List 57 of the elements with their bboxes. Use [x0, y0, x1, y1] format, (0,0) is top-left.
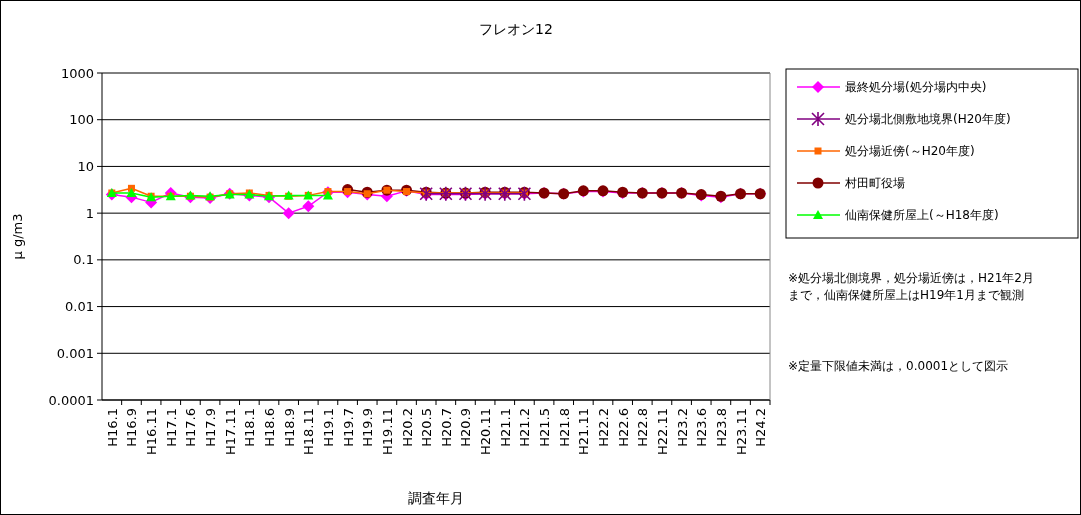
y-axis-title: μ g/m3 [10, 213, 25, 260]
x-tick-label: H20.7 [438, 408, 454, 447]
x-tick-label: H16.9 [124, 408, 140, 447]
x-tick-label: H17.1 [163, 408, 179, 447]
x-tick-label: H19.1 [320, 408, 336, 447]
x-tick-label: H16.11 [144, 408, 160, 455]
legend-label: 村田町役場 [844, 176, 905, 191]
x-axis-title: 調査年月 [408, 490, 464, 506]
x-tick-label: H24.2 [753, 408, 769, 447]
x-tick-label: H20.2 [399, 408, 415, 447]
y-tick-label: 0.1 [73, 252, 94, 268]
y-tick-label: 100 [69, 112, 94, 128]
y-tick-label: 0.001 [56, 345, 94, 361]
y-tick-label: 1 [85, 205, 94, 221]
x-tick-label: H20.11 [478, 408, 494, 455]
x-tick-label: H21.11 [576, 408, 592, 455]
x-tick-label: H19.7 [340, 408, 356, 447]
x-tick-label: H19.11 [379, 408, 395, 455]
y-tick-label: 0.0001 [48, 392, 94, 408]
y-tick-label: 10 [77, 158, 94, 174]
legend-label: 処分場近傍(～H20年度) [845, 144, 975, 159]
x-tick-label: H21.1 [497, 408, 513, 447]
x-tick-label: H20.5 [419, 408, 435, 447]
legend-label: 仙南保健所屋上(～H18年度) [845, 208, 999, 223]
x-tick-label: H18.11 [301, 408, 317, 455]
x-tick-label: H21.5 [537, 408, 553, 447]
text: ※定量下限値未満は，0.0001として図示 [788, 359, 1009, 373]
point [282, 207, 295, 220]
x-tick-label: H17.11 [222, 408, 238, 455]
point [126, 187, 137, 197]
x-tick-label: H22.8 [635, 408, 651, 447]
x-tick-label: H19.9 [360, 408, 376, 447]
x-tick-label: H22.6 [615, 408, 631, 447]
x-tick-label: H21.8 [556, 408, 572, 447]
x-tick-label: H22.2 [596, 408, 611, 447]
legend-label: 最終処分場(処分場内中央) [845, 80, 987, 95]
x-tick-label: H18.9 [281, 408, 297, 447]
x-tick-label: H23.11 [733, 408, 749, 455]
x-tick-label: H17.6 [183, 408, 199, 447]
point [403, 188, 411, 196]
point [302, 200, 315, 213]
x-tick-label: H16.1 [104, 408, 120, 447]
y-tick-label: 0.01 [65, 299, 94, 315]
x-tick-label: H17.9 [203, 408, 219, 447]
x-tick-label: H23.6 [694, 408, 710, 447]
x-tick-label: H20.9 [458, 408, 474, 447]
x-tick-label: H23.2 [674, 408, 690, 447]
x-tick-label: H22.11 [654, 408, 670, 455]
point [322, 190, 333, 200]
x-tick-label: H18.1 [242, 408, 258, 447]
x-tick-label: H23.8 [713, 408, 729, 447]
text: ※処分場北側境界，処分場近傍は，H21年2月まで，仙南保健所屋上はH19年1月まで観測 [788, 271, 1034, 302]
legend-label: 処分場北側敷地境界(H20年度) [845, 112, 1011, 127]
x-tick-label: H18.6 [262, 408, 277, 447]
y-tick-label: 1000 [60, 65, 94, 81]
x-tick-label: H21.2 [517, 408, 533, 447]
chart-title: フレオン12 [479, 21, 553, 37]
